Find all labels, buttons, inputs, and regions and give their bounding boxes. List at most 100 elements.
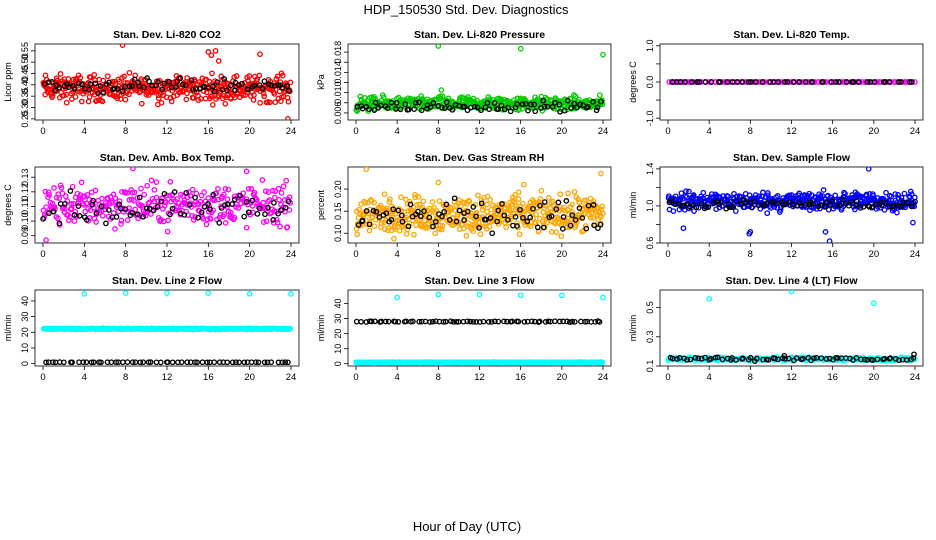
data-point <box>177 75 184 82</box>
data-point <box>116 78 123 85</box>
outlier-point <box>910 219 916 226</box>
outlier-point <box>164 290 170 296</box>
x-tick-label: 24 <box>286 249 297 260</box>
data-point <box>829 198 835 204</box>
data-point <box>767 79 773 85</box>
x-tick-label: 12 <box>162 249 173 260</box>
data-point <box>802 79 809 85</box>
data-point <box>466 198 473 205</box>
data-point <box>499 201 505 207</box>
data-point <box>181 197 188 204</box>
data-point <box>368 318 375 325</box>
outlier-point <box>130 167 136 172</box>
data-point <box>576 205 583 211</box>
outlier-point <box>122 290 129 296</box>
data-point <box>382 318 389 325</box>
x-tick-label: 24 <box>910 372 921 383</box>
data-point <box>275 82 281 89</box>
data-point <box>552 99 558 106</box>
data-point <box>224 196 231 203</box>
data-point <box>719 356 726 363</box>
data-point <box>371 107 378 113</box>
outlier-point <box>781 352 788 359</box>
data-point <box>748 199 754 205</box>
data-point <box>398 194 404 201</box>
data-point <box>276 196 282 203</box>
y-tick-label: 10 <box>333 344 343 354</box>
data-point <box>255 359 262 366</box>
data-point <box>522 100 529 107</box>
data-point <box>561 107 568 114</box>
data-point <box>355 222 362 228</box>
data-point <box>263 218 270 225</box>
data-point <box>395 207 402 214</box>
x-tick-label: 4 <box>395 126 400 137</box>
data-point <box>898 79 904 85</box>
data-point <box>464 208 471 215</box>
data-point <box>512 192 518 198</box>
data-point <box>243 199 250 205</box>
data-point <box>512 214 519 220</box>
data-point <box>415 208 421 215</box>
data-point <box>205 195 212 201</box>
y-tick-label: 20 <box>20 327 30 337</box>
x-tick-label: 0 <box>40 249 45 260</box>
series-2 <box>354 97 604 115</box>
data-point <box>421 208 427 214</box>
data-point <box>439 213 445 220</box>
data-point <box>745 79 752 85</box>
data-point <box>837 202 843 209</box>
data-point <box>45 79 52 86</box>
data-point <box>412 99 419 106</box>
data-point <box>599 203 606 210</box>
data-point <box>443 201 450 208</box>
data-point <box>106 79 112 86</box>
data-point <box>131 197 137 204</box>
data-point <box>157 359 164 366</box>
x-tick-label: 12 <box>474 372 485 383</box>
data-point <box>91 71 98 78</box>
data-point <box>763 200 770 206</box>
data-point <box>104 73 111 80</box>
data-points <box>353 167 606 242</box>
data-point <box>237 192 243 199</box>
data-point <box>696 79 703 85</box>
y-axis-label: kPa <box>316 74 326 90</box>
data-point <box>371 223 378 230</box>
data-point <box>232 87 238 94</box>
panel-title: Stan. Dev. Gas Stream RH <box>415 152 544 164</box>
x-tick-label: 12 <box>162 372 173 383</box>
data-point <box>590 99 596 105</box>
data-point <box>541 199 548 205</box>
data-point <box>209 70 215 77</box>
data-point <box>224 359 231 366</box>
data-point <box>65 76 72 82</box>
outlier-point <box>476 291 483 298</box>
data-point <box>141 84 147 91</box>
data-point <box>183 82 189 89</box>
data-point <box>251 92 257 98</box>
data-point <box>538 187 545 194</box>
data-point <box>565 190 571 197</box>
data-point <box>439 104 445 111</box>
outlier-point <box>600 294 606 301</box>
data-point <box>77 74 84 81</box>
data-point <box>764 210 771 217</box>
data-point <box>285 198 292 205</box>
data-point <box>270 217 277 223</box>
data-point <box>793 355 800 361</box>
data-point <box>429 199 436 205</box>
data-point <box>569 318 576 325</box>
data-point <box>527 101 534 108</box>
data-point <box>46 191 52 198</box>
chart-panel-8: Stan. Dev. Line 3 Flow ml/min 0 4 8 12 16 20 24 0… <box>316 275 612 383</box>
data-point <box>69 359 75 366</box>
data-point <box>192 194 198 201</box>
data-point <box>684 356 690 363</box>
y-tick-label: 0.15 <box>333 202 343 220</box>
x-tick-label: 16 <box>515 372 526 383</box>
data-point <box>568 104 574 111</box>
data-point <box>87 81 94 87</box>
data-point <box>203 221 210 228</box>
y-tick-label: 0.12 <box>20 183 30 201</box>
